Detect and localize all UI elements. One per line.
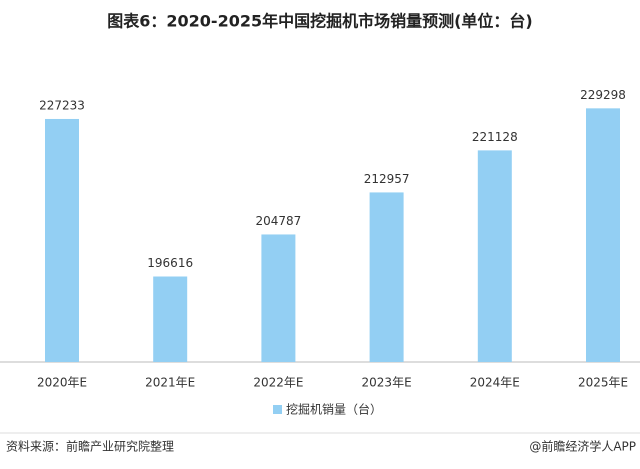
legend-label: 挖掘机销量（台）: [286, 402, 382, 417]
data-label: 212957: [364, 172, 410, 186]
bar: [45, 118, 79, 362]
bar: [369, 192, 404, 362]
bar: [586, 108, 620, 362]
data-label: 196616: [147, 256, 193, 270]
credit-note: @前瞻经济学人APP: [529, 439, 636, 454]
data-label: 229298: [580, 88, 626, 102]
chart-title: 图表6：2020-2025年中国挖掘机市场销量预测(单位：台): [107, 12, 532, 31]
legend-swatch: [273, 405, 282, 414]
x-tick-label: 2024年E: [470, 376, 520, 390]
bar: [153, 276, 188, 362]
data-label: 204787: [255, 214, 301, 228]
x-tick-label: 2020年E: [37, 376, 87, 390]
x-tick-label: 2023年E: [362, 376, 412, 390]
data-label: 221128: [472, 130, 518, 144]
x-tick-label: 2025年E: [578, 376, 628, 390]
x-tick-label: 2022年E: [253, 376, 303, 390]
bar: [261, 234, 296, 362]
data-label: 227233: [39, 98, 85, 112]
x-tick-label: 2021年E: [145, 376, 195, 390]
bar: [477, 150, 512, 362]
source-note: 资料来源：前瞻产业研究院整理: [6, 439, 174, 454]
